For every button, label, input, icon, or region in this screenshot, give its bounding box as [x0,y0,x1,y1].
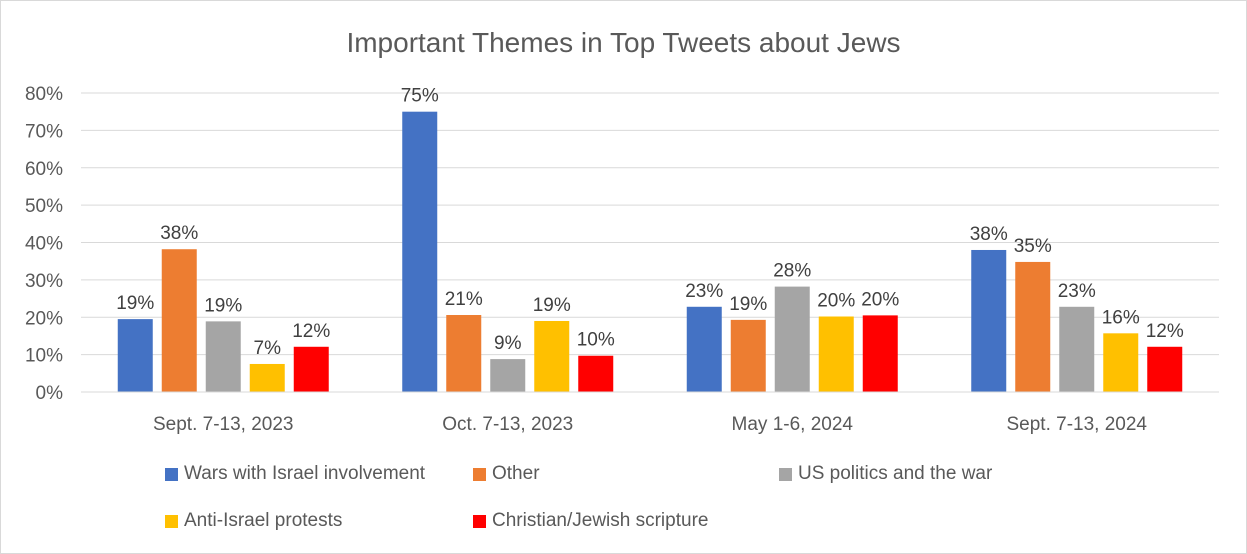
data-label: 19% [729,294,767,315]
data-label: 75% [401,86,439,107]
bar [1147,346,1183,392]
bar [1103,333,1139,392]
bar [490,359,526,392]
data-label: 23% [1058,281,1096,302]
bar [818,316,854,392]
data-label: 38% [970,224,1008,245]
bar [117,319,153,392]
x-category-label: Oct. 7-13, 2023 [442,414,573,435]
x-category-label: Sept. 7-13, 2024 [1007,414,1148,435]
data-label: 9% [494,333,522,354]
y-tick-label: 80% [25,84,63,105]
bar [534,320,570,392]
legend-swatch [165,467,178,481]
bar [446,315,482,392]
bar [774,286,810,392]
data-label: 20% [817,291,855,312]
legend-label: Anti-Israel protests [184,510,343,531]
chart-title: Important Themes in Top Tweets about Jew… [346,27,901,58]
y-tick-label: 40% [25,234,63,255]
y-tick-label: 60% [25,159,63,180]
bar [730,319,766,392]
data-label: 10% [577,330,615,351]
data-label: 23% [685,281,723,302]
bar [578,355,614,392]
x-category-label: May 1-6, 2024 [732,414,854,435]
y-tick-label: 10% [25,346,63,367]
legend-item: Other [473,463,540,485]
data-label: 20% [861,289,899,310]
data-label: 35% [1014,236,1052,257]
bar [1015,261,1051,392]
data-label: 19% [116,293,154,314]
y-tick-label: 0% [36,383,64,404]
y-tick-label: 30% [25,271,63,292]
data-label: 19% [204,295,242,316]
legend-item: Christian/Jewish scripture [473,510,708,532]
y-tick-label: 20% [25,308,63,329]
legend-swatch [779,467,792,481]
legend-swatch [473,514,486,528]
legend-label: Other [492,463,540,484]
bar [205,321,241,392]
legend-item: US politics and the war [779,463,992,485]
legend-label: Wars with Israel involvement [184,463,426,484]
data-label: 12% [1146,321,1184,342]
data-label: 12% [292,321,330,342]
x-category-label: Sept. 7-13, 2023 [153,414,294,435]
data-label: 19% [533,295,571,316]
bar [1059,306,1095,392]
data-label: 21% [445,289,483,310]
data-label: 7% [254,338,282,359]
bar [686,306,722,392]
bar [862,315,898,392]
bar [971,249,1007,392]
legend-label: US politics and the war [798,463,993,484]
legend-item: Anti-Israel protests [165,510,342,532]
data-label: 16% [1102,307,1140,328]
legend-swatch [165,514,178,528]
y-tick-label: 50% [25,196,63,217]
bar [293,346,329,392]
y-tick-label: 70% [25,121,63,142]
legend-item: Wars with Israel involvement [165,463,425,485]
data-label: 28% [773,261,811,282]
data-label: 38% [160,223,198,244]
legend-label: Christian/Jewish scripture [492,510,709,531]
bar [161,249,197,392]
bar [249,363,285,392]
legend-swatch [473,467,486,481]
bar [402,111,438,392]
